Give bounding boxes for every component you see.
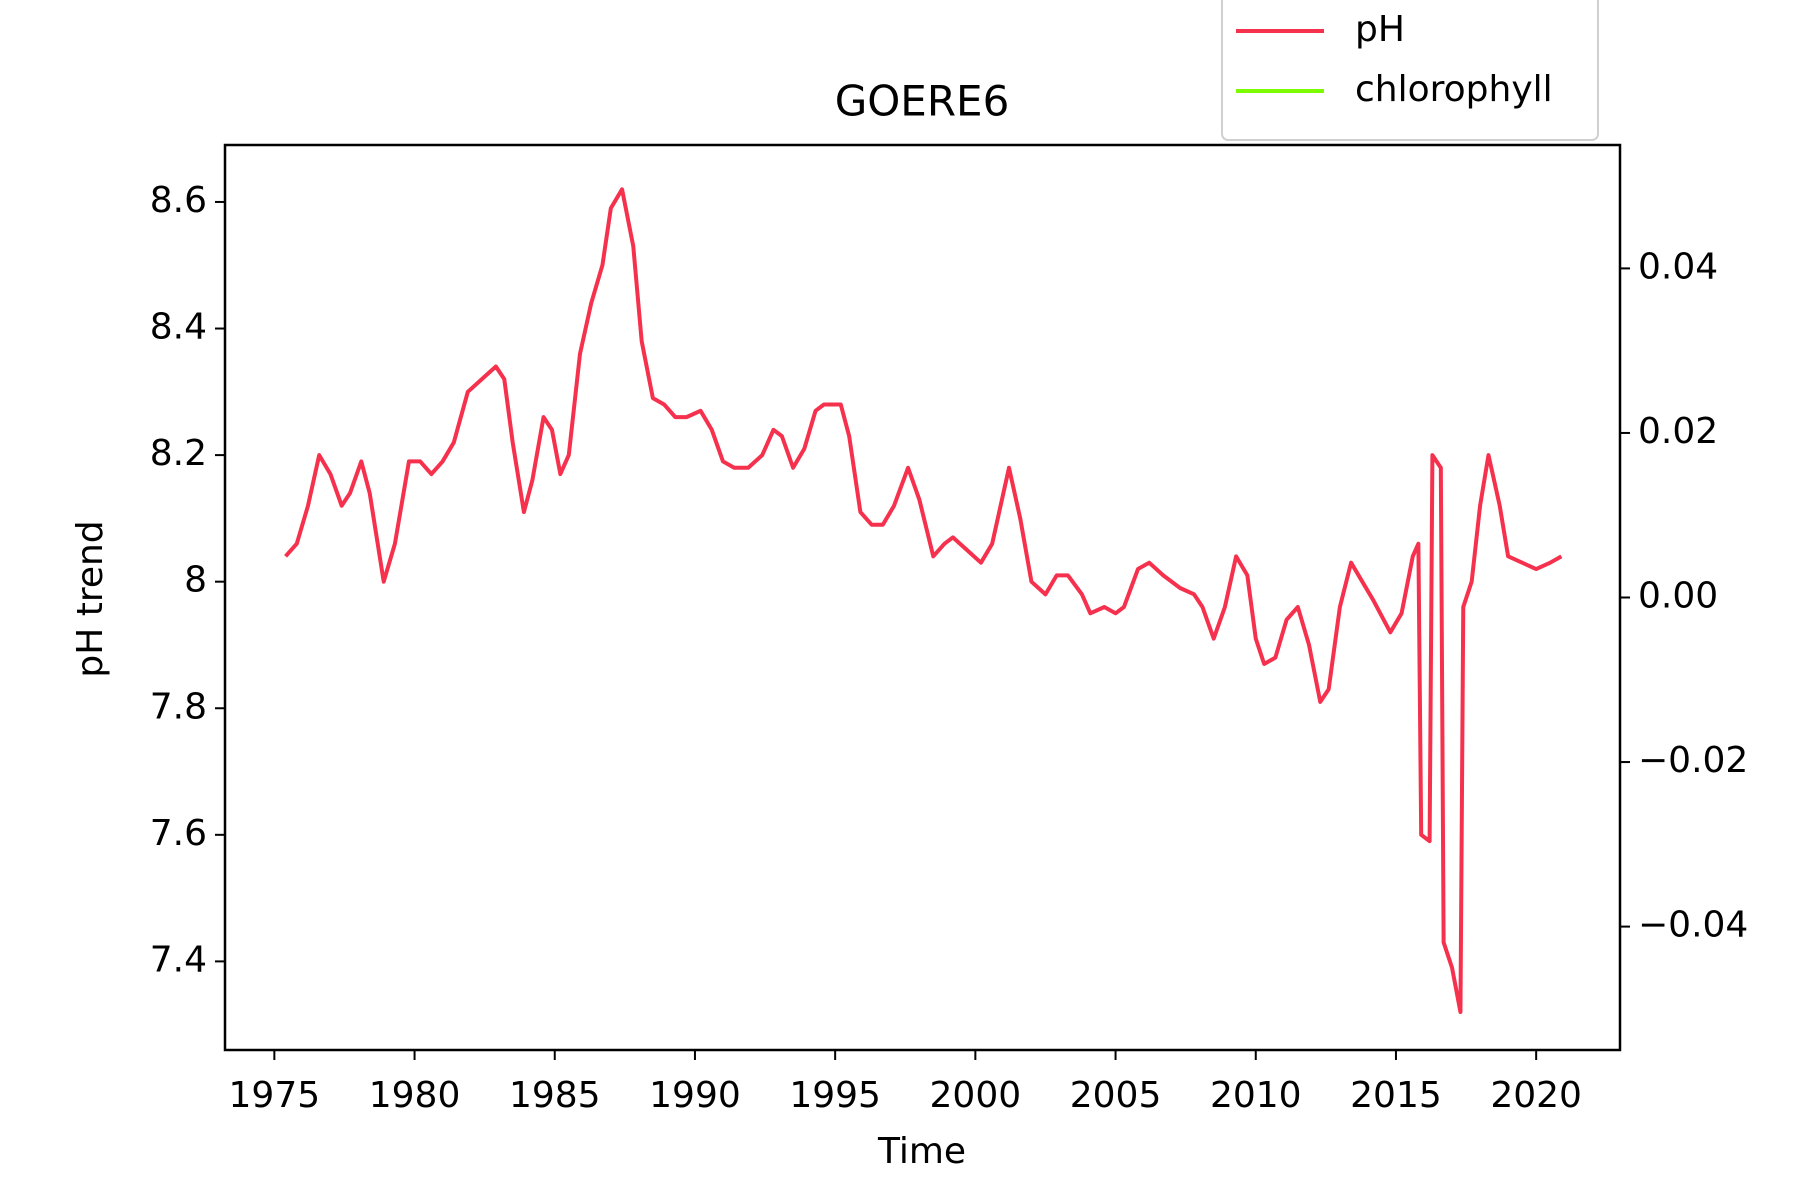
y-tick-label: 8.4 xyxy=(150,307,207,348)
data-line xyxy=(284,187,1563,1015)
y2-tick-label: −0.04 xyxy=(1638,905,1748,946)
x-tick-label: 1985 xyxy=(509,1075,601,1116)
x-tick-label: 2000 xyxy=(930,1075,1022,1116)
y-tick-label: 7.4 xyxy=(150,939,207,980)
x-tick-label: 2015 xyxy=(1350,1075,1442,1116)
chart-title: GOERE6 xyxy=(835,77,1010,126)
legend-label: chlorophyll xyxy=(1355,69,1553,110)
x-tick-label: 1990 xyxy=(649,1075,741,1116)
legend-label: pH xyxy=(1355,9,1405,50)
x-tick-label: 1980 xyxy=(369,1075,461,1116)
plot-frame xyxy=(223,143,1622,1052)
x-tick-label: 2010 xyxy=(1210,1075,1302,1116)
y-tick-label: 7.6 xyxy=(150,813,207,854)
y2-tick-label: −0.02 xyxy=(1638,740,1748,781)
y-tick-label: 8.6 xyxy=(150,180,207,221)
x-tick-label: 2005 xyxy=(1070,1075,1162,1116)
y2-tick-label: 0.02 xyxy=(1638,411,1718,452)
x-axis-label: Time xyxy=(877,1131,966,1172)
y-tick-label: 8.2 xyxy=(150,433,207,474)
y2-tick-label: 0.00 xyxy=(1638,576,1718,617)
y-tick-label: 8 xyxy=(184,560,207,601)
y-axis-label: pH trend xyxy=(70,520,111,677)
y2-tick-label: 0.04 xyxy=(1638,246,1718,287)
legend-box xyxy=(1221,0,1599,141)
x-tick-label: 2020 xyxy=(1490,1075,1582,1116)
x-tick-label: 1995 xyxy=(789,1075,881,1116)
x-tick-label: 1975 xyxy=(229,1075,321,1116)
y-tick-label: 7.8 xyxy=(150,686,207,727)
